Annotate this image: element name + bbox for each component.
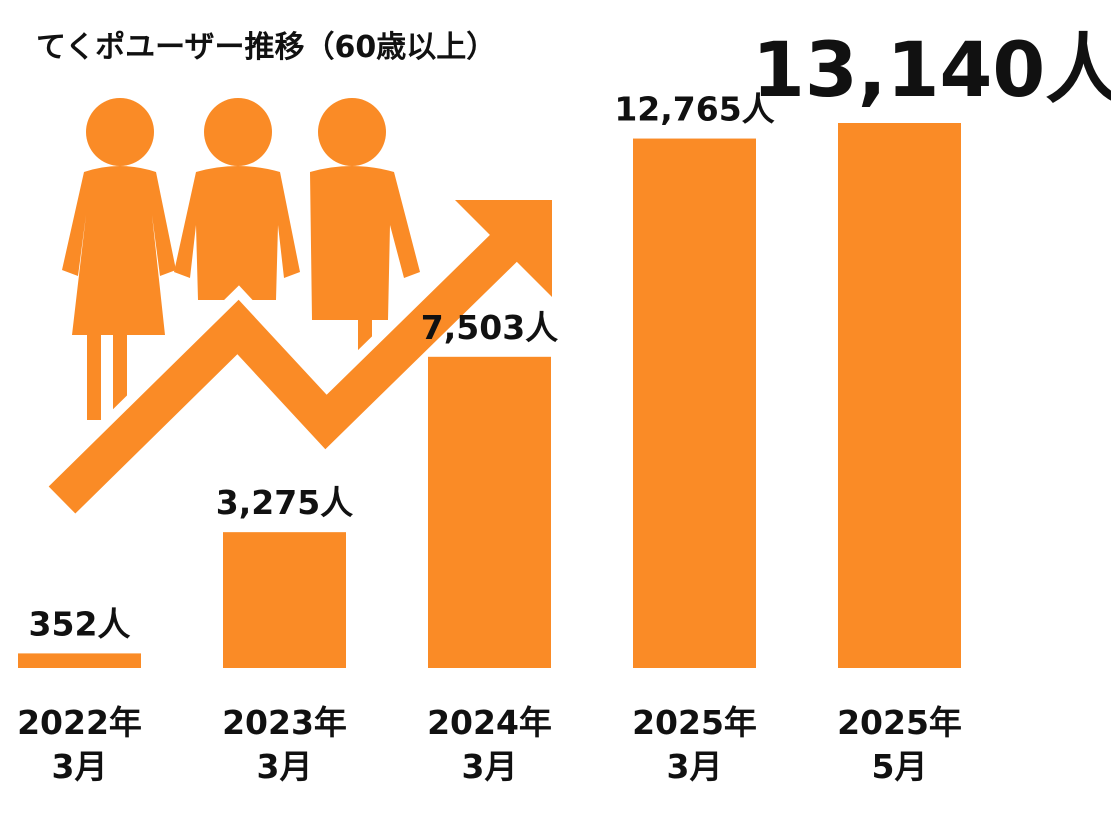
x-tick-label-4-1: 5月	[872, 747, 928, 786]
data-label-3: 12,765人	[614, 90, 774, 129]
x-tick-label-1-1: 3月	[257, 747, 313, 786]
x-tick-label-2-1: 3月	[462, 747, 518, 786]
data-label-1: 3,275人	[216, 483, 353, 522]
data-label-0: 352人	[29, 604, 131, 643]
x-tick-label-4-0: 2025年	[837, 703, 962, 742]
bars	[18, 123, 961, 668]
x-tick-label-3-0: 2025年	[632, 703, 757, 742]
zigzag-up-arrow-icon	[41, 200, 552, 521]
x-tick-label-0-0: 2022年	[17, 703, 142, 742]
x-tick-label-3-1: 3月	[667, 747, 723, 786]
x-tick-label-2-0: 2024年	[427, 703, 552, 742]
x-tick-label-0-1: 3月	[52, 747, 108, 786]
bar-1	[223, 532, 346, 668]
bar-0	[18, 653, 141, 668]
x-axis-labels: 2022年 3月 2023年 3月 2024年 3月 2025年 3月 2025年 5月	[17, 703, 962, 786]
bar-4	[838, 123, 961, 668]
headline-total: 13,140人	[752, 25, 1111, 114]
x-tick-label-1-0: 2023年	[222, 703, 347, 742]
data-labels: 352人 3,275人 7,503人 12,765人	[29, 90, 775, 644]
bar-2	[428, 356, 551, 668]
chart-title: てくポユーザー推移（60歳以上）	[36, 30, 496, 65]
three-people-icon	[62, 98, 420, 420]
bar-3	[633, 138, 756, 668]
data-label-2: 7,503人	[421, 308, 558, 347]
